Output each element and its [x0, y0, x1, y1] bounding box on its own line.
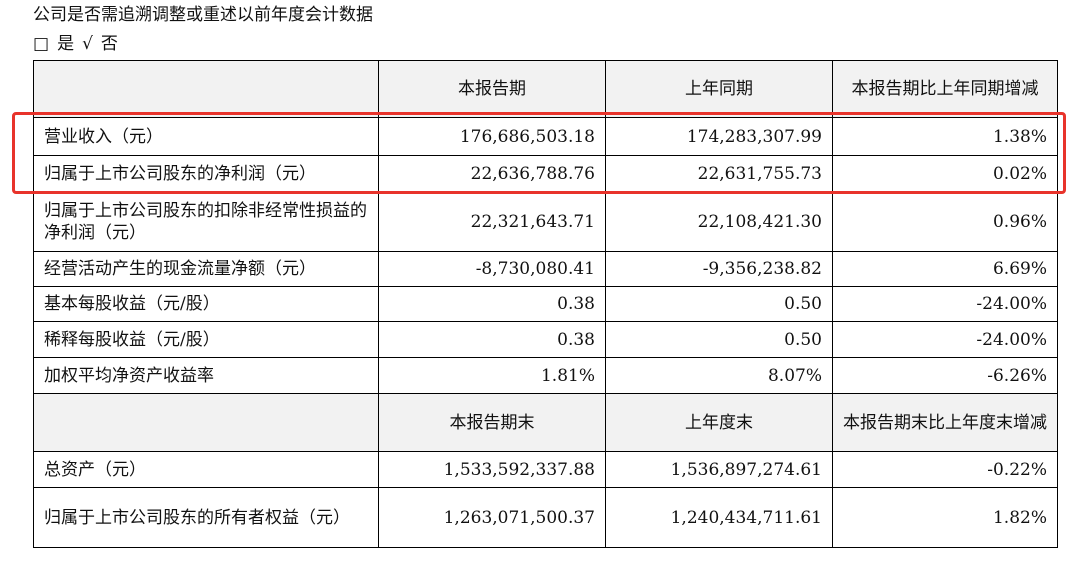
- prior-value: -9,356,238.82: [605, 251, 833, 287]
- row-label: 加权平均净资产收益率: [33, 357, 379, 394]
- current-value: 1.81%: [378, 357, 606, 394]
- change-value: 1.82%: [832, 487, 1058, 548]
- row-label: 经营活动产生的现金流量净额（元）: [33, 251, 379, 287]
- table-row: 归属于上市公司股东的所有者权益（元） 1,263,071,500.37 1,24…: [33, 487, 1058, 548]
- change-value: 6.69%: [832, 251, 1058, 287]
- table-row: 基本每股收益（元/股） 0.38 0.50 -24.00%: [33, 286, 1058, 322]
- table-row: 稀释每股收益（元/股） 0.38 0.50 -24.00%: [33, 321, 1058, 358]
- current-value: 1,533,592,337.88: [378, 451, 606, 488]
- table-row: 经营活动产生的现金流量净额（元） -8,730,080.41 -9,356,23…: [33, 251, 1058, 287]
- header-current-period: 本报告期: [378, 60, 606, 118]
- prior-value: 8.07%: [605, 357, 833, 394]
- yes-checkbox-icon: □: [33, 34, 50, 54]
- change-value: 1.38%: [832, 117, 1058, 156]
- header-change: 本报告期比上年同期增减: [832, 60, 1058, 118]
- header-period-end: 本报告期末: [378, 393, 606, 452]
- header-prior-period: 上年同期: [605, 60, 833, 118]
- change-value: -24.00%: [832, 321, 1058, 358]
- prior-value: 1,536,897,274.61: [605, 451, 833, 488]
- table-header-row: 本报告期末 上年度末 本报告期末比上年度末增减: [33, 393, 1058, 452]
- change-value: -24.00%: [832, 286, 1058, 322]
- yes-label: 是: [57, 34, 75, 54]
- table-row: 归属于上市公司股东的净利润（元） 22,636,788.76 22,631,75…: [33, 155, 1058, 192]
- current-value: -8,730,080.41: [378, 251, 606, 287]
- financial-data-table: 本报告期 上年同期 本报告期比上年同期增减 营业收入（元） 176,686,50…: [33, 60, 1058, 548]
- current-value: 22,321,643.71: [378, 191, 606, 252]
- restatement-question: 公司是否需追溯调整或重述以前年度会计数据: [33, 5, 373, 25]
- change-value: 0.02%: [832, 155, 1058, 192]
- table-row: 总资产（元） 1,533,592,337.88 1,536,897,274.61…: [33, 451, 1058, 488]
- table-row: 营业收入（元） 176,686,503.18 174,283,307.99 1.…: [33, 117, 1058, 156]
- current-value: 0.38: [378, 286, 606, 322]
- current-value: 22,636,788.76: [378, 155, 606, 192]
- change-value: -0.22%: [832, 451, 1058, 488]
- current-value: 1,263,071,500.37: [378, 487, 606, 548]
- row-label: 基本每股收益（元/股）: [33, 286, 379, 322]
- row-label: 归属于上市公司股东的净利润（元）: [33, 155, 379, 192]
- prior-value: 174,283,307.99: [605, 117, 833, 156]
- restatement-answer: □ 是 √ 否: [33, 32, 126, 56]
- table-row: 加权平均净资产收益率 1.81% 8.07% -6.26%: [33, 357, 1058, 394]
- prior-value: 1,240,434,711.61: [605, 487, 833, 548]
- prior-value: 22,108,421.30: [605, 191, 833, 252]
- header-change: 本报告期末比上年度末增减: [832, 393, 1058, 452]
- header-empty-cell: [33, 393, 379, 452]
- row-label: 营业收入（元）: [33, 117, 379, 156]
- header-prior-year-end: 上年度末: [605, 393, 833, 452]
- table-header-row: 本报告期 上年同期 本报告期比上年同期增减: [33, 60, 1058, 118]
- current-value: 0.38: [378, 321, 606, 358]
- header-empty-cell: [33, 60, 379, 118]
- current-value: 176,686,503.18: [378, 117, 606, 156]
- row-label: 稀释每股收益（元/股）: [33, 321, 379, 358]
- row-label: 总资产（元）: [33, 451, 379, 488]
- prior-value: 0.50: [605, 321, 833, 358]
- prior-value: 22,631,755.73: [605, 155, 833, 192]
- change-value: 0.96%: [832, 191, 1058, 252]
- row-label: 归属于上市公司股东的所有者权益（元）: [33, 487, 379, 548]
- no-label: 否: [100, 34, 118, 54]
- table-row: 归属于上市公司股东的扣除非经常性损益的净利润（元） 22,321,643.71 …: [33, 191, 1058, 252]
- change-value: -6.26%: [832, 357, 1058, 394]
- check-mark-icon: √: [82, 34, 93, 54]
- prior-value: 0.50: [605, 286, 833, 322]
- row-label: 归属于上市公司股东的扣除非经常性损益的净利润（元）: [33, 191, 379, 252]
